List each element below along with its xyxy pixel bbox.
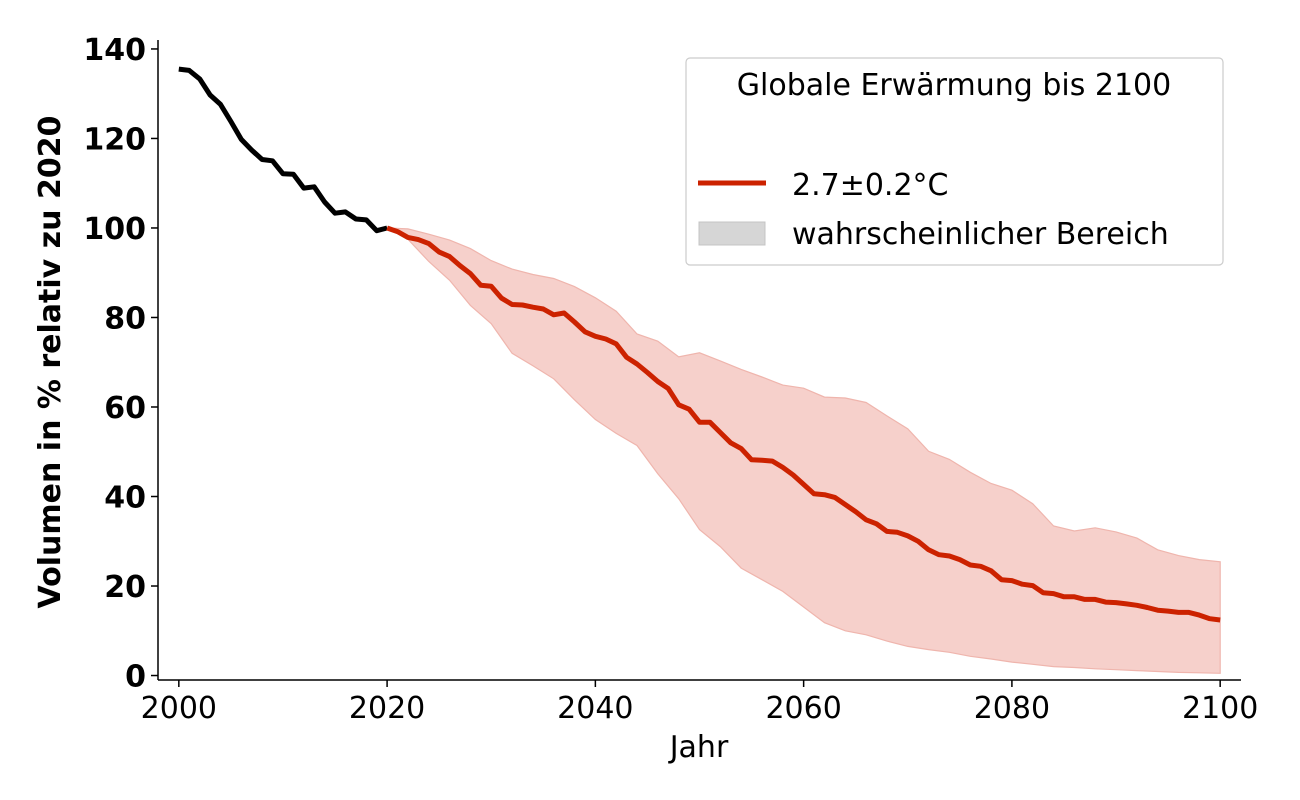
- ticks-layer: 2000 2020 2040 2060 2080 21000204060801001201…: [83, 33, 1258, 726]
- x-tick-label: 2060: [765, 691, 841, 726]
- y-tick-label: 40: [104, 481, 146, 516]
- y-tick-label: 0: [125, 660, 146, 695]
- series-line-projection: [386, 225, 1221, 623]
- series-line-historical: [178, 66, 388, 234]
- legend-label-projection: 2.7±0.2°C: [792, 168, 949, 203]
- x-tick-label: 2040: [557, 691, 633, 726]
- axes-layer: [157, 40, 1241, 681]
- x-tick-label: 2100: [1182, 691, 1258, 726]
- x-tick-label: 2020: [349, 691, 425, 726]
- uncertainty-band: [386, 227, 1221, 674]
- y-tick-label: 120: [83, 122, 146, 157]
- x-tick-label: 2000: [141, 691, 217, 726]
- y-tick-label: 100: [83, 212, 146, 247]
- legend: Globale Erwärmung bis 2100 2.7±0.2°C wah…: [685, 57, 1224, 266]
- legend-frame: [685, 57, 1224, 266]
- y-tick-label: 20: [104, 570, 146, 605]
- y-tick-label: 140: [83, 33, 146, 68]
- x-tick-label: 2080: [974, 691, 1050, 726]
- legend-label-range: wahrscheinlicher Bereich: [792, 217, 1169, 252]
- series-layer: [178, 66, 1221, 623]
- band-layer: [386, 227, 1221, 674]
- y-axis-label: Volumen in % relativ zu 2020: [33, 116, 68, 609]
- y-tick-label: 60: [104, 391, 146, 426]
- x-axis-label: Jahr: [668, 730, 729, 765]
- y-tick-label: 80: [104, 301, 146, 336]
- legend-swatch-range: [698, 221, 766, 246]
- legend-title: Globale Erwärmung bis 2100: [737, 68, 1171, 103]
